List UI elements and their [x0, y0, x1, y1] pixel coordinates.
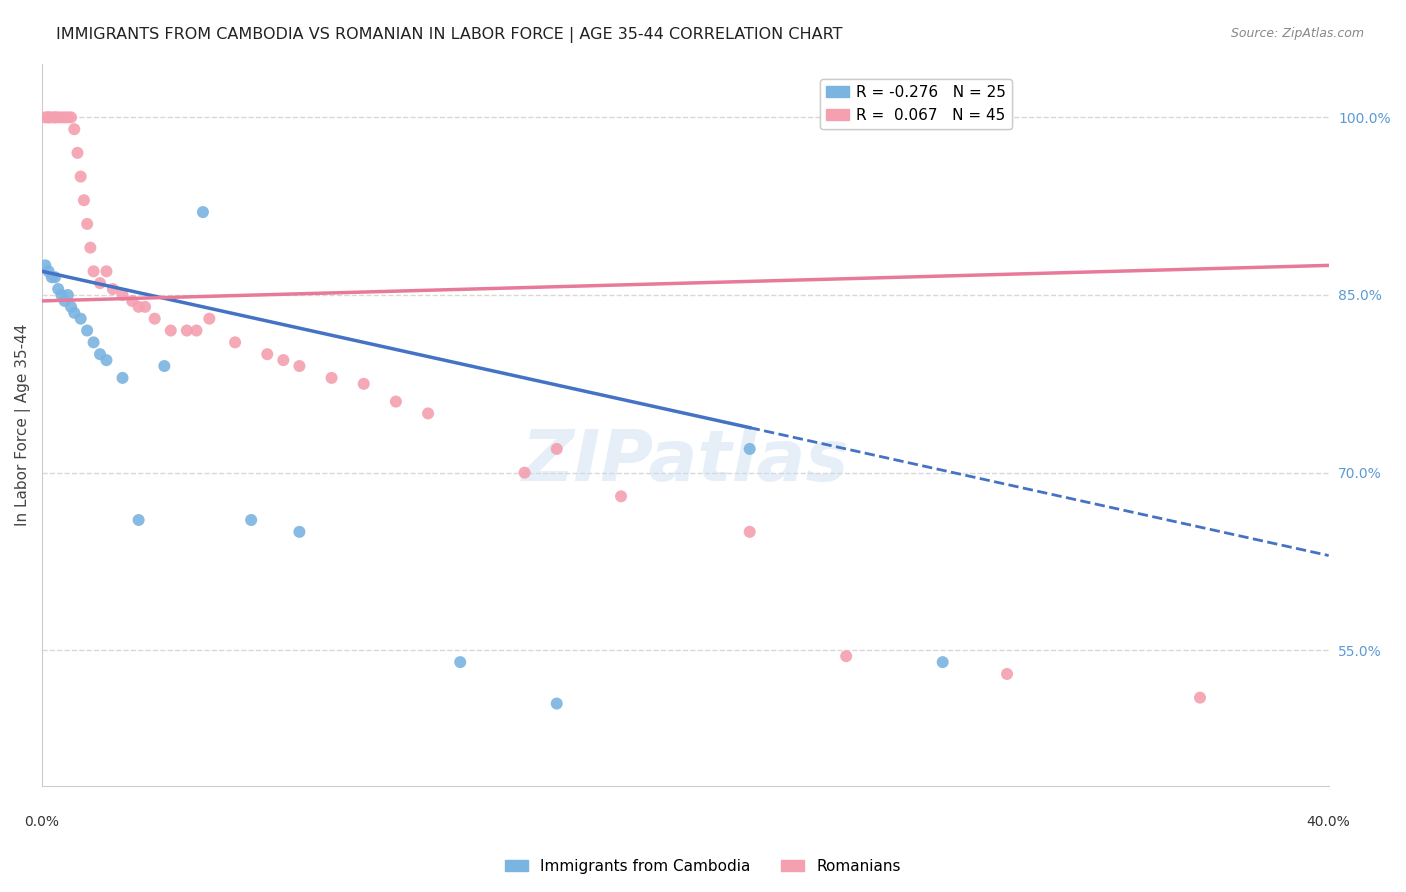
Point: [101, 282, 124, 296]
Point: [128, 513, 150, 527]
Text: 40.0%: 40.0%: [1306, 815, 1351, 830]
Point: [995, 667, 1018, 681]
Point: [191, 205, 214, 219]
Point: [41, 111, 63, 125]
Point: [288, 359, 311, 373]
Point: [38, 111, 60, 125]
Point: [321, 371, 343, 385]
Point: [134, 300, 156, 314]
Point: [931, 655, 953, 669]
Legend: Immigrants from Cambodia, Romanians: Immigrants from Cambodia, Romanians: [499, 853, 907, 880]
Point: [288, 524, 311, 539]
Point: [44, 111, 66, 125]
Text: ZIPatlas: ZIPatlas: [522, 427, 849, 496]
Point: [53, 293, 76, 308]
Legend: R = -0.276   N = 25, R =  0.067   N = 45: R = -0.276 N = 25, R = 0.067 N = 45: [820, 78, 1012, 128]
Point: [76, 324, 98, 338]
Point: [63, 306, 86, 320]
Point: [76, 217, 98, 231]
Point: [96, 353, 118, 368]
Point: [83, 264, 105, 278]
Point: [1188, 690, 1211, 705]
Point: [63, 122, 86, 136]
Point: [38, 111, 60, 125]
Point: [385, 394, 408, 409]
Text: IMMIGRANTS FROM CAMBODIA VS ROMANIAN IN LABOR FORCE | AGE 35-44 CORRELATION CHAR: IMMIGRANTS FROM CAMBODIA VS ROMANIAN IN …: [56, 27, 842, 43]
Point: [89, 276, 111, 290]
Point: [53, 111, 76, 125]
Point: [51, 288, 73, 302]
Point: [44, 111, 66, 125]
Point: [153, 359, 176, 373]
Point: [128, 300, 150, 314]
Point: [610, 489, 633, 503]
Point: [41, 270, 63, 285]
Point: [111, 288, 134, 302]
Point: [44, 270, 66, 285]
Text: Source: ZipAtlas.com: Source: ZipAtlas.com: [1230, 27, 1364, 40]
Point: [69, 169, 91, 184]
Y-axis label: In Labor Force | Age 35-44: In Labor Force | Age 35-44: [15, 324, 31, 526]
Point: [186, 324, 208, 338]
Point: [51, 111, 73, 125]
Point: [60, 111, 83, 125]
Point: [121, 293, 143, 308]
Point: [96, 264, 118, 278]
Point: [46, 282, 69, 296]
Point: [353, 376, 375, 391]
Point: [835, 649, 858, 664]
Point: [513, 466, 536, 480]
Point: [449, 655, 471, 669]
Point: [159, 324, 181, 338]
Text: 0.0%: 0.0%: [25, 815, 59, 830]
Point: [69, 311, 91, 326]
Point: [38, 264, 60, 278]
Point: [546, 697, 568, 711]
Point: [738, 442, 761, 456]
Point: [73, 193, 96, 207]
Point: [240, 513, 263, 527]
Point: [66, 145, 89, 160]
Point: [89, 347, 111, 361]
Point: [46, 111, 69, 125]
Point: [111, 371, 134, 385]
Point: [273, 353, 295, 368]
Point: [79, 241, 101, 255]
Point: [34, 111, 56, 125]
Point: [34, 259, 56, 273]
Point: [83, 335, 105, 350]
Point: [176, 324, 198, 338]
Point: [198, 311, 221, 326]
Point: [416, 406, 439, 420]
Point: [224, 335, 246, 350]
Point: [60, 300, 83, 314]
Point: [546, 442, 568, 456]
Point: [143, 311, 166, 326]
Point: [738, 524, 761, 539]
Point: [256, 347, 278, 361]
Point: [56, 111, 79, 125]
Point: [56, 288, 79, 302]
